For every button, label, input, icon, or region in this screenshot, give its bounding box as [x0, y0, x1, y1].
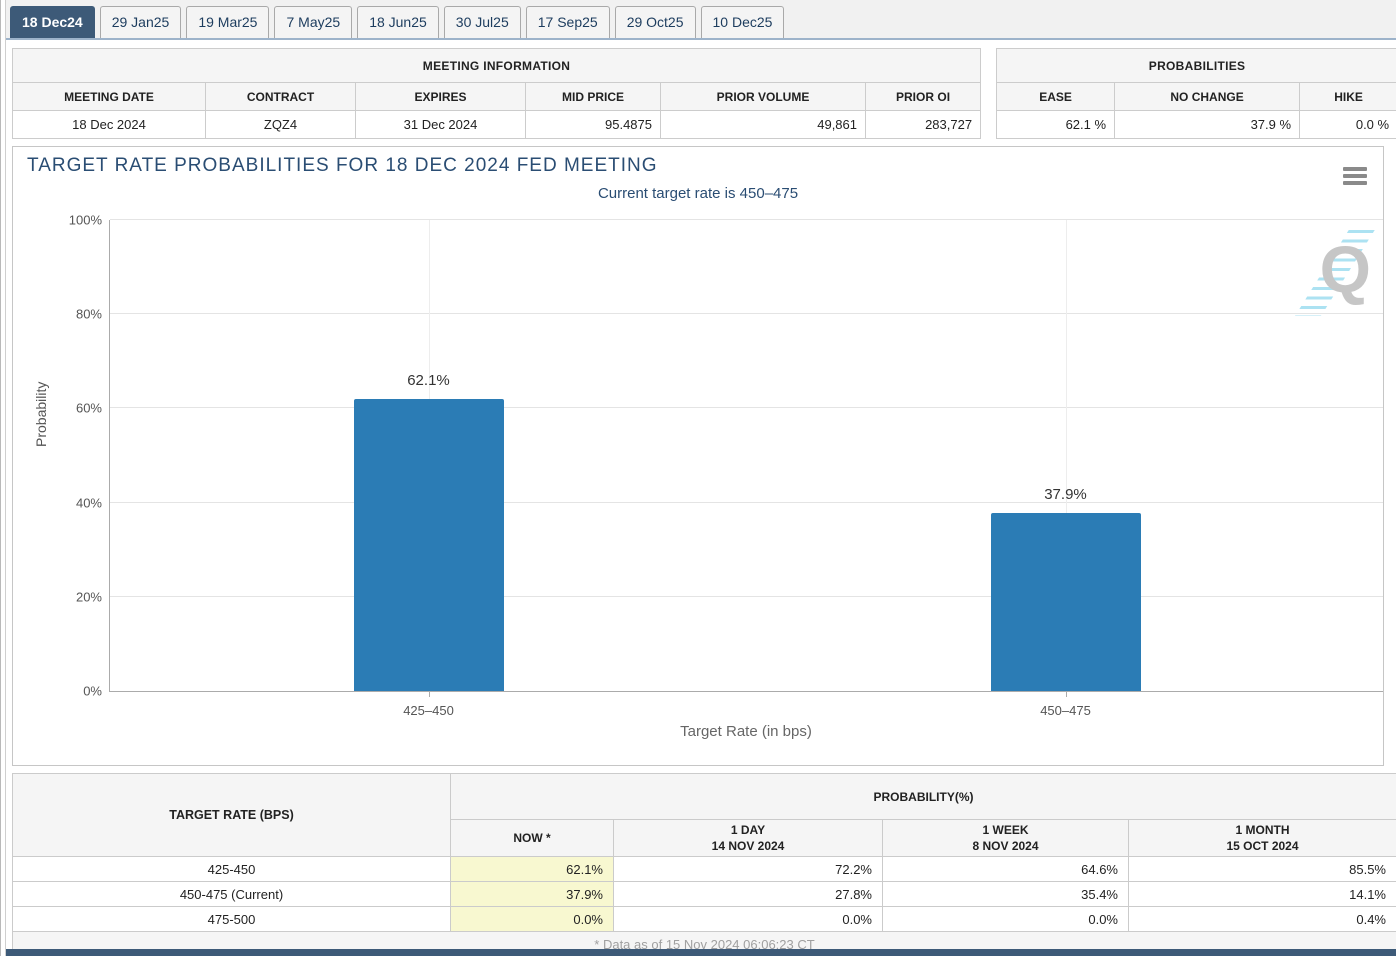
meeting-info-value: 31 Dec 2024: [355, 110, 526, 139]
meeting-info-value: 49,861: [660, 110, 866, 139]
bar-value-label: 37.9%: [1044, 485, 1087, 503]
column-header: MEETING DATE: [12, 82, 206, 111]
column-header: MID PRICE: [525, 82, 661, 111]
x-axis-title: Target Rate (in bps): [680, 723, 812, 740]
y-tick-label: 100%: [68, 212, 102, 228]
top-summary: MEETING INFORMATION MEETING DATE CONTRACT…: [11, 48, 1396, 139]
bar-value-label: 62.1%: [407, 371, 450, 389]
meeting-info-value: ZQZ4: [205, 110, 356, 139]
tab-18-jun25[interactable]: 18 Jun25: [357, 6, 439, 38]
probability-cell: 0.0%: [882, 906, 1129, 932]
column-header-line: 1 DAY: [730, 822, 766, 837]
meeting-information-table: MEETING INFORMATION MEETING DATE CONTRACT…: [11, 48, 982, 139]
gridline: [110, 501, 1383, 503]
column-header: EASE: [996, 82, 1116, 111]
table-row: 450-475 (Current) 37.9% 27.8% 35.4% 14.1%: [12, 881, 1396, 907]
y-tick-label: 60%: [75, 400, 102, 416]
probabilities-title: PROBABILITIES: [996, 48, 1396, 83]
column-header-line: 14 NOV 2024: [711, 839, 785, 853]
target-rate-cell: 425-450: [12, 856, 451, 882]
x-tick-label: 425–450: [403, 703, 454, 718]
probability-value: 62.1 %: [996, 110, 1116, 139]
y-tick-label: 80%: [75, 306, 102, 322]
tab-10-dec25[interactable]: 10 Dec25: [700, 6, 785, 38]
tab-7-may25[interactable]: 7 May25: [274, 6, 353, 38]
x-tick-mark: [1065, 691, 1067, 697]
now-probability-cell: 37.9%: [450, 881, 614, 907]
x-tick-label: 450–475: [1040, 703, 1091, 718]
probability-value: 0.0 %: [1299, 110, 1396, 139]
y-axis-title: Probability: [33, 381, 49, 447]
probability-group-header: PROBABILITY(%): [450, 773, 1396, 820]
chart-panel: TARGET RATE PROBABILITIES FOR 18 DEC 202…: [12, 146, 1384, 766]
meeting-info-value: 95.4875: [525, 110, 661, 139]
now-probability-cell: 0.0%: [450, 906, 614, 932]
probabilities-table: PROBABILITIES EASE NO CHANGE HIKE 62.1 % 37…: [996, 48, 1396, 139]
probability-cell: 14.1%: [1128, 881, 1396, 907]
bottom-accent-bar: [0, 949, 1396, 956]
table-row: 425-450 62.1% 72.2% 64.6% 85.5%: [12, 856, 1396, 882]
column-header-line: NOW *: [513, 830, 551, 845]
column-header: CONTRACT: [205, 82, 356, 111]
meeting-info-value: 283,727: [864, 110, 982, 139]
tab-29-oct25[interactable]: 29 Oct25: [614, 6, 696, 38]
probability-history-section: TARGET RATE (BPS) PROBABILITY(%) NOW * 1 …: [12, 773, 1396, 956]
meeting-information-title: MEETING INFORMATION: [11, 48, 982, 83]
tab-18-dec24[interactable]: 18 Dec24: [10, 6, 95, 38]
watermark-q-letter: Q: [1319, 232, 1371, 306]
column-header: 1 WEEK 8 NOV 2024: [882, 819, 1129, 857]
target-rate-cell: 450-475 (Current): [12, 881, 451, 907]
chart-subtitle: Current target rate is 450–475: [597, 185, 799, 202]
tab-29-jan25[interactable]: 29 Jan25: [99, 6, 182, 38]
probability-cell: 27.8%: [613, 881, 883, 907]
x-tick-mark: [428, 691, 430, 697]
now-probability-cell: 62.1%: [450, 856, 614, 882]
column-header-line: 1 MONTH: [1235, 822, 1290, 837]
column-header: PRIOR VOLUME: [660, 82, 866, 111]
column-header-line: 8 NOV 2024: [972, 839, 1039, 853]
gridline: [110, 407, 1383, 409]
probability-cell: 85.5%: [1128, 856, 1396, 882]
column-header: 1 MONTH 15 OCT 2024: [1128, 819, 1396, 857]
column-header-line: 1 WEEK: [982, 822, 1029, 837]
chart-title: TARGET RATE PROBABILITIES FOR 18 DEC 202…: [27, 155, 658, 176]
tab-19-mar25[interactable]: 19 Mar25: [186, 6, 270, 38]
probability-value: 37.9 %: [1114, 110, 1301, 139]
y-tick-label: 40%: [75, 495, 102, 511]
meeting-tabs: 18 Dec24 29 Jan25 19 Mar25 7 May25 18 Jun25 3…: [0, 0, 1396, 40]
gridline: [110, 219, 1383, 220]
category-gridline: [1065, 220, 1067, 691]
bar-425–450: [353, 398, 504, 691]
probability-history-table: TARGET RATE (BPS) PROBABILITY(%) NOW * 1 …: [12, 773, 1396, 956]
probability-cell: 35.4%: [882, 881, 1129, 907]
probability-cell: 64.6%: [882, 856, 1129, 882]
probability-cell: 0.4%: [1128, 906, 1396, 932]
column-header: HIKE: [1299, 82, 1396, 111]
hamburger-menu-icon[interactable]: [1343, 167, 1367, 188]
column-header: PRIOR OI: [864, 82, 982, 111]
column-header: EXPIRES: [355, 82, 526, 111]
column-header: NOW *: [450, 819, 614, 857]
y-tick-label: 20%: [75, 589, 102, 605]
probability-cell: 0.0%: [613, 906, 883, 932]
y-tick-label: 0%: [83, 683, 102, 699]
bar-450–475: [990, 512, 1141, 691]
probability-cell: 72.2%: [613, 856, 883, 882]
column-header: NO CHANGE: [1114, 82, 1301, 111]
column-header: 1 DAY 14 NOV 2024: [613, 819, 883, 857]
bar-chart-plot: Q 0% 20% 40% 60% 80% 100% 62.1% 425–450 37.9% 450…: [69, 213, 1383, 718]
table-row: 475-500 0.0% 0.0% 0.0% 0.4%: [12, 906, 1396, 932]
column-header-line: 15 OCT 2024: [1226, 839, 1299, 853]
target-rate-cell: 475-500: [12, 906, 451, 932]
gridline: [110, 313, 1383, 315]
target-rate-header: TARGET RATE (BPS): [12, 773, 451, 857]
window-left-edge: [0, 0, 6, 956]
tab-30-jul25[interactable]: 30 Jul25: [443, 6, 521, 38]
gridline: [110, 595, 1383, 597]
meeting-info-value: 18 Dec 2024: [12, 110, 206, 139]
tab-17-sep25[interactable]: 17 Sep25: [525, 6, 610, 38]
quikstrike-watermark-icon: Q: [1287, 226, 1379, 322]
